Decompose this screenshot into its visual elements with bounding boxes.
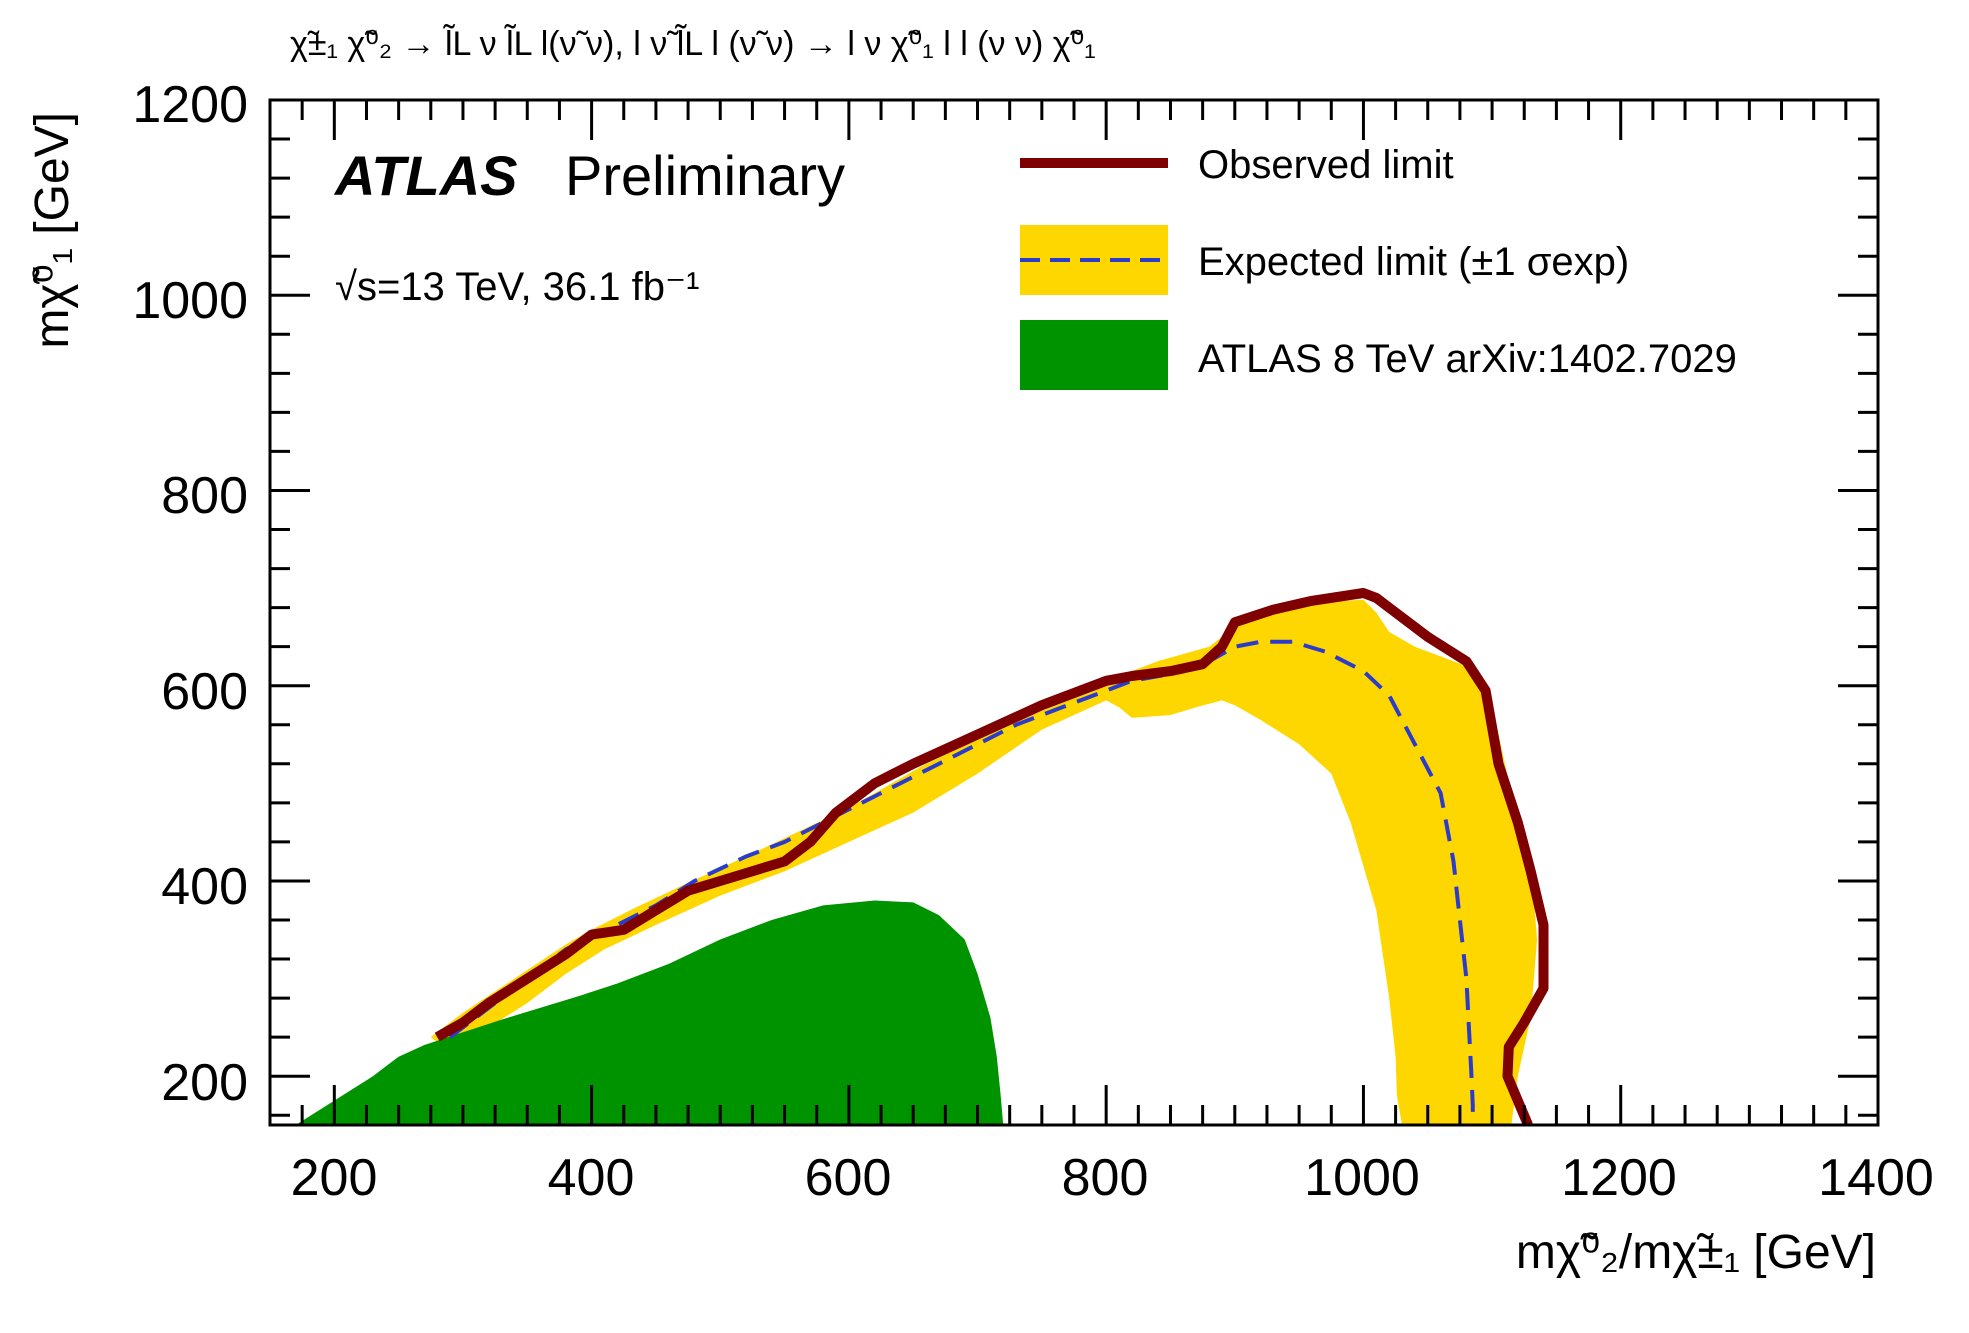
legend-run1-swatch (1020, 320, 1168, 390)
x-tick-label: 600 (805, 1149, 892, 1207)
x-tick-label: 1200 (1561, 1149, 1677, 1207)
y-tick-label: 200 (161, 1054, 248, 1112)
legend-expected-label: Expected limit (±1 σexp) (1198, 240, 1629, 284)
atlas-8tev-region (295, 900, 1004, 1125)
axis-ticks (268, 98, 1880, 1125)
y-axis-title: mχ̃⁰₁ [GeV] (26, 112, 79, 349)
legend: Observed limit Expected limit (±1 σexp) … (1020, 143, 1737, 390)
process-title: χ̃±₁ χ̃⁰₂ → l̃L ν l̃L l(ν̃ ν), l ν̃ l̃L … (290, 24, 1096, 63)
x-axis-title: mχ̃⁰₂/mχ̃±₁ [GeV] (1516, 1226, 1876, 1279)
x-tick-label: 400 (548, 1149, 635, 1207)
y-tick-label: 600 (161, 663, 248, 721)
expected-limit-band (430, 599, 1538, 1125)
y-tick-label: 400 (161, 858, 248, 916)
energy-luminosity-label: √s=13 TeV, 36.1 fb⁻¹ (335, 265, 699, 309)
legend-observed-label: Observed limit (1198, 143, 1454, 187)
atlas-label: ATLAS (333, 144, 518, 207)
x-tick-label: 200 (291, 1149, 378, 1207)
x-tick-label: 1000 (1304, 1149, 1420, 1207)
x-tick-label: 1400 (1818, 1149, 1934, 1207)
x-tick-label: 800 (1062, 1149, 1149, 1207)
legend-run1-label: ATLAS 8 TeV arXiv:1402.7029 (1198, 337, 1737, 381)
y-tick-label: 1200 (132, 76, 248, 134)
y-tick-label: 800 (161, 467, 248, 525)
atlas-preliminary-label: Preliminary (565, 144, 845, 207)
observed-limit-line (434, 588, 1549, 1125)
y-tick-label: 1000 (132, 272, 248, 330)
